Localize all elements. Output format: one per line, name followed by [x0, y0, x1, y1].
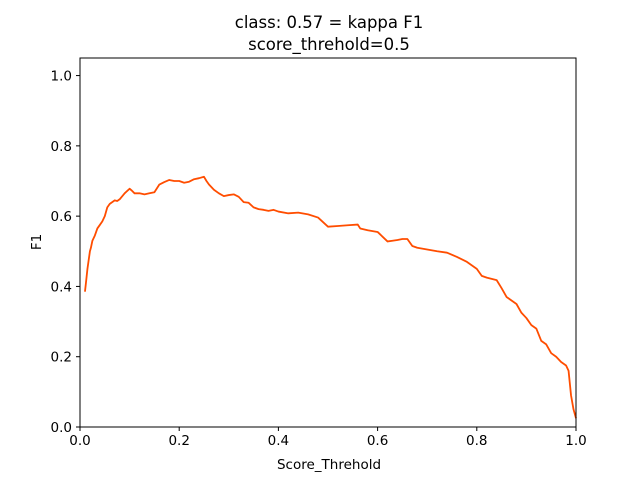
y-tick-label: 0.0 — [51, 420, 72, 436]
x-tick-label: 0.4 — [268, 433, 289, 449]
chart-title: class: 0.57 = kappa F1 — [235, 13, 424, 32]
series-line-0 — [84, 175, 577, 419]
x-tick-label: 0.2 — [168, 433, 189, 449]
y-tick-label: 1.0 — [51, 69, 72, 85]
y-tick-label: 0.6 — [51, 209, 72, 225]
x-tick-label: 0.0 — [69, 433, 90, 449]
x-tick-label: 0.8 — [466, 433, 487, 449]
x-tick-label: 1.0 — [565, 433, 586, 449]
y-tick-label: 0.8 — [51, 139, 72, 155]
plot-area: 0.0 0.2 0.4 0.6 0.8 1.0 0.0 0.2 0.4 0.6 0.8 1.0 — [51, 57, 587, 449]
chart-subtitle: score_threhold=0.5 — [248, 35, 410, 55]
y-axis-label: F1 — [29, 234, 45, 250]
y-tick-label: 0.4 — [51, 279, 72, 295]
x-tick-label: 0.6 — [367, 433, 388, 449]
x-axis-label: Score_Threhold — [277, 457, 381, 473]
axes-frame — [79, 57, 577, 428]
y-tick-label: 0.2 — [51, 350, 72, 366]
